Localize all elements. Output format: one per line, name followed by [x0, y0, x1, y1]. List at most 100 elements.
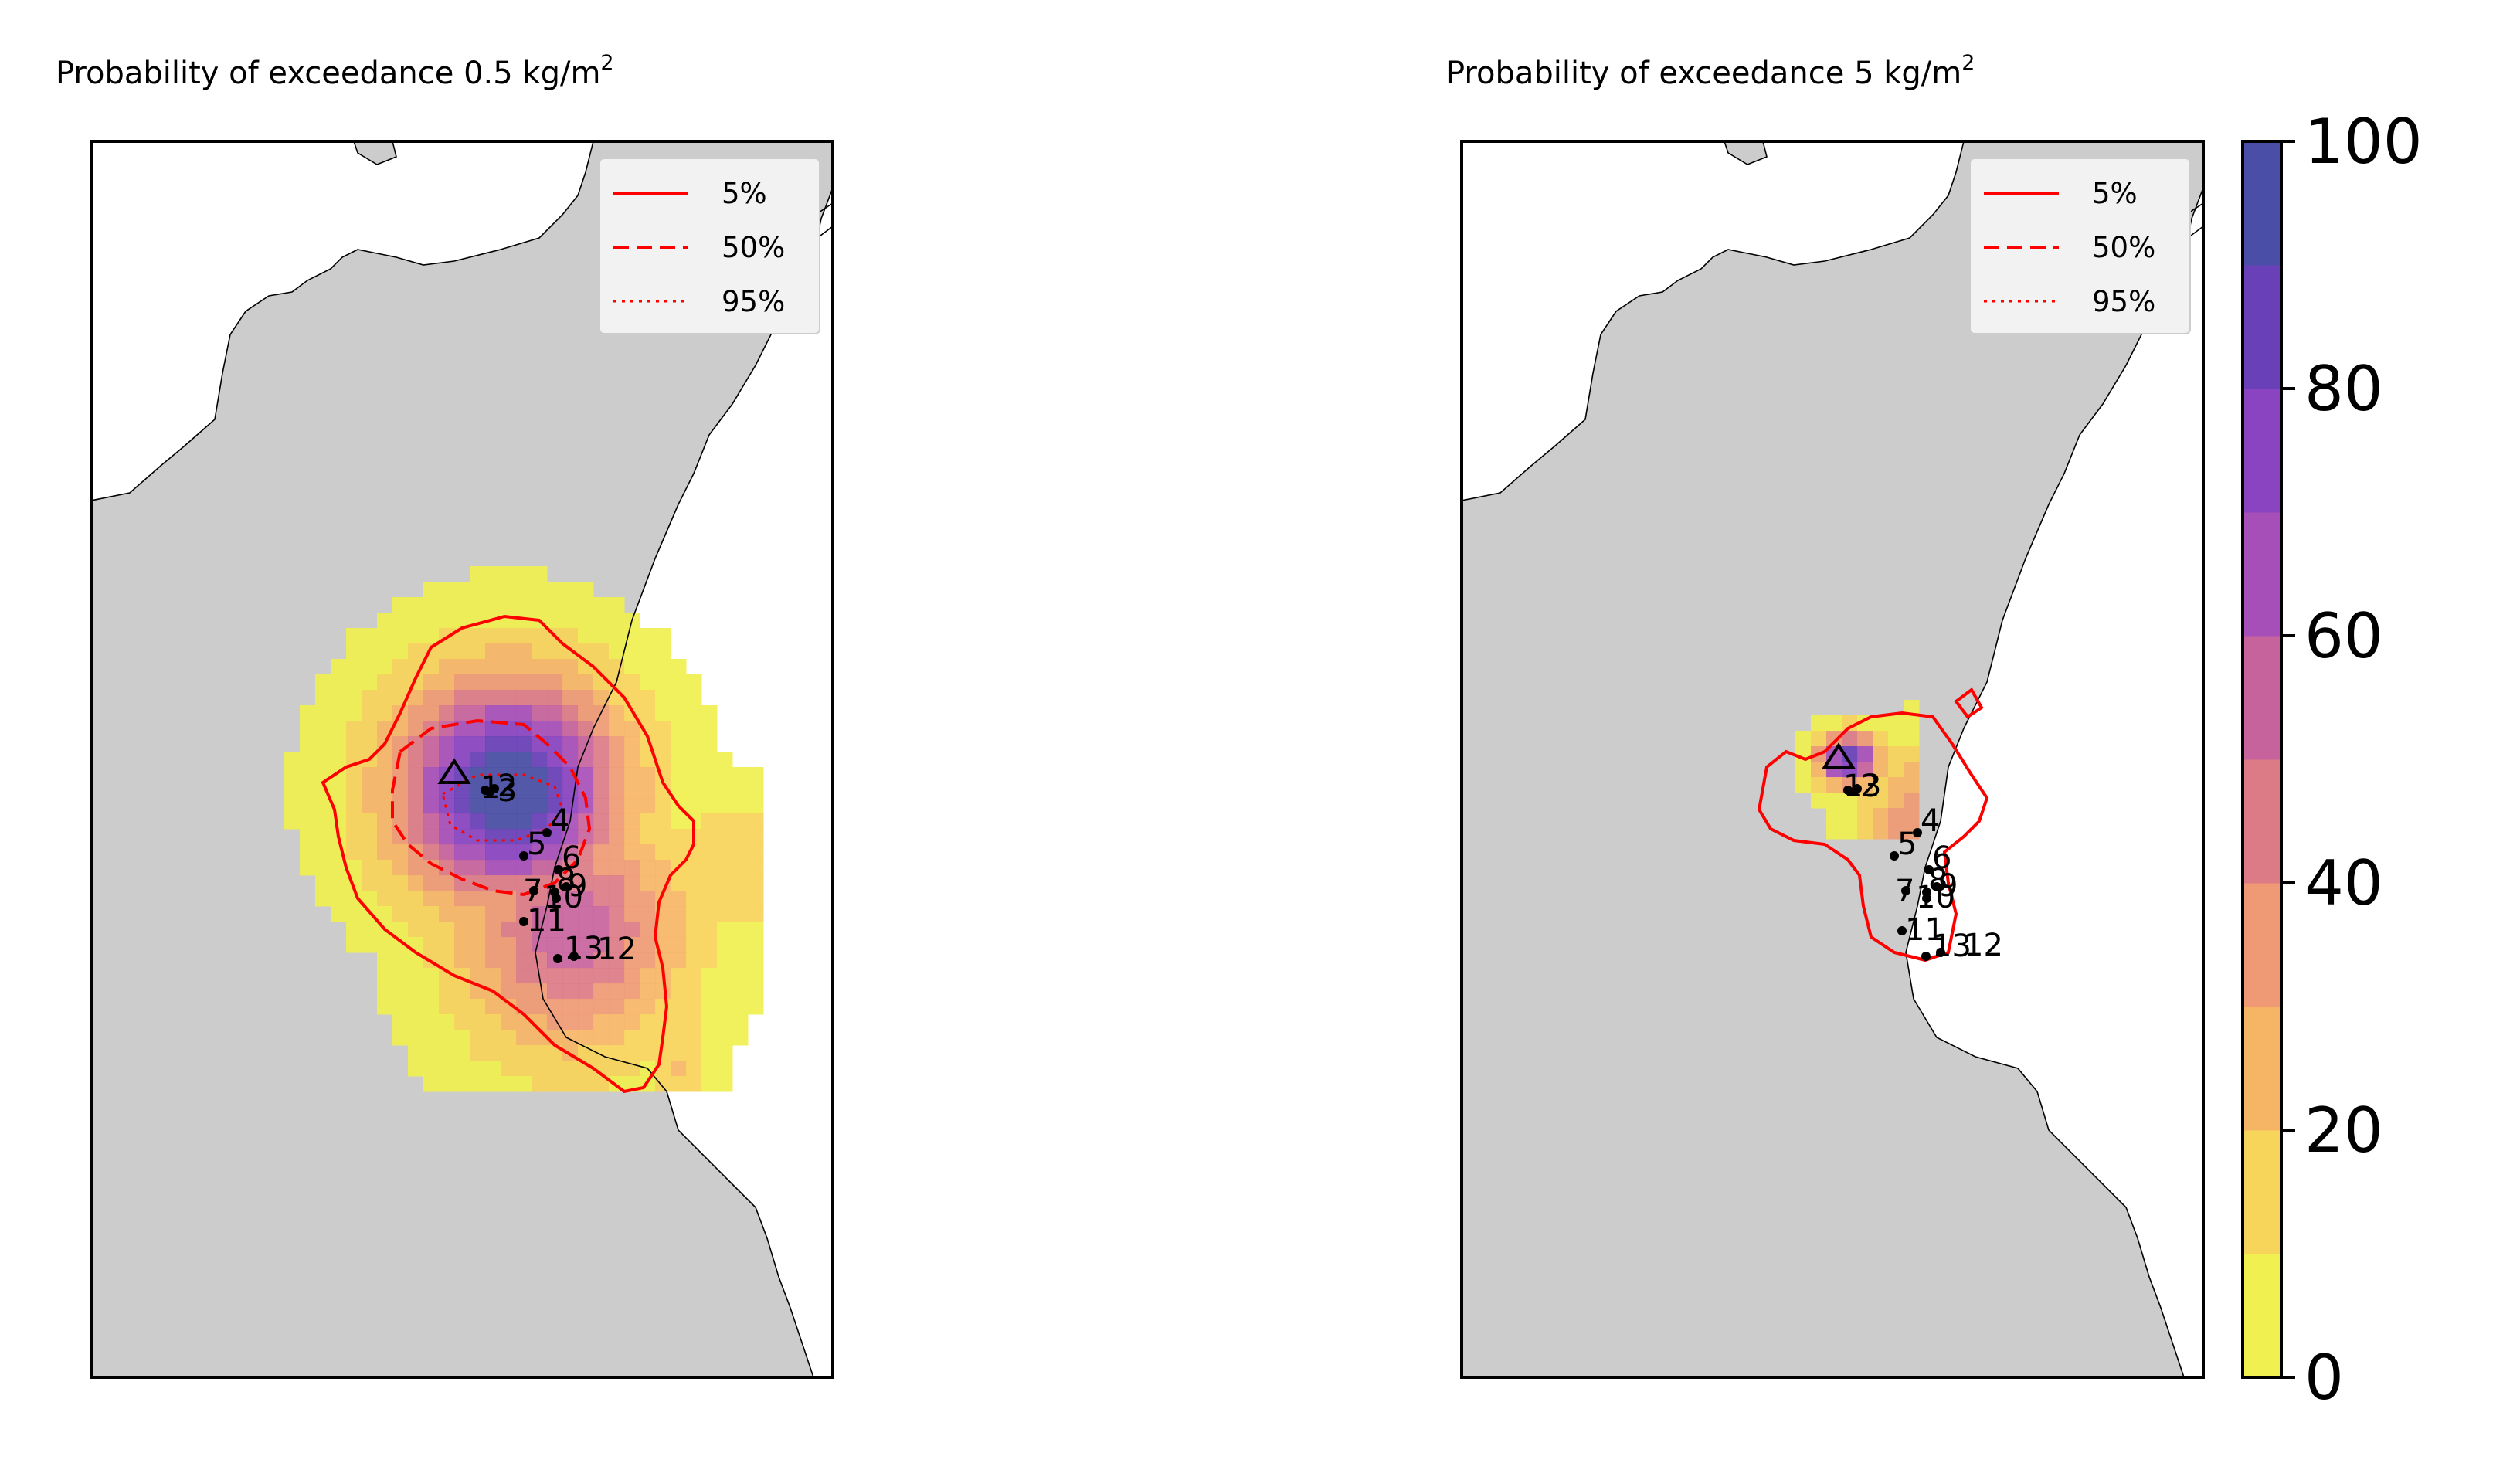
probability-cell — [624, 674, 640, 691]
probability-cell — [655, 752, 671, 768]
probability-cell — [732, 813, 749, 830]
probability-cell — [362, 767, 378, 783]
probability-cell — [1857, 793, 1873, 809]
probability-cell — [609, 752, 625, 768]
probability-cell — [562, 1076, 579, 1092]
probability-cell — [408, 891, 424, 907]
colorbar-band — [2243, 1130, 2281, 1254]
probability-cell — [408, 643, 424, 660]
probability-cell — [748, 891, 764, 907]
probability-cell — [624, 860, 640, 876]
probability-cell — [423, 783, 440, 799]
probability-cell — [439, 1076, 455, 1092]
probability-cell — [516, 829, 532, 845]
probability-cell — [470, 752, 486, 768]
probability-cell — [671, 659, 687, 675]
probability-cell — [686, 952, 702, 969]
probability-cell — [547, 783, 563, 799]
probability-cell — [532, 783, 548, 799]
probability-cell — [701, 721, 718, 737]
probability-cell — [377, 813, 393, 830]
probability-cell — [300, 813, 316, 830]
probability-cell — [423, 628, 440, 644]
probability-cell — [748, 906, 764, 922]
probability-cell — [362, 829, 378, 845]
probability-cell — [501, 891, 517, 907]
probability-cell — [686, 783, 702, 799]
probability-cell — [686, 752, 702, 768]
probability-cell — [516, 597, 532, 613]
probability-cell — [671, 906, 687, 922]
probability-cell — [1873, 746, 1889, 762]
probability-cell — [640, 752, 656, 768]
probability-cell — [1873, 715, 1889, 732]
probability-cell — [439, 1045, 455, 1061]
probability-cell — [532, 1076, 548, 1092]
probability-cell — [362, 705, 378, 721]
probability-cell — [331, 783, 347, 799]
probability-cell — [593, 999, 610, 1015]
probability-cell — [315, 875, 331, 891]
probability-cell — [377, 659, 393, 675]
probability-cell — [392, 968, 409, 984]
probability-cell — [701, 1045, 718, 1061]
probability-cell — [392, 952, 409, 969]
probability-cell — [593, 1030, 610, 1046]
probability-cell — [593, 597, 610, 613]
probability-cell — [439, 906, 455, 922]
probability-cell — [377, 752, 393, 768]
probability-cell — [624, 1014, 640, 1030]
probability-cell — [562, 628, 579, 644]
probability-cell — [346, 891, 362, 907]
probability-cell — [732, 983, 749, 1000]
probability-cell — [392, 628, 409, 644]
probability-cell — [300, 736, 316, 752]
probability-cell — [640, 875, 656, 891]
probability-cell — [717, 922, 733, 938]
probability-cell — [454, 813, 470, 830]
probability-cell — [1811, 731, 1827, 747]
probability-cell — [423, 999, 440, 1015]
probability-cell — [501, 906, 517, 922]
probability-cell — [655, 860, 671, 876]
probability-cell — [701, 736, 718, 752]
site-label: 2 — [498, 769, 517, 804]
probability-cell — [454, 690, 470, 706]
probability-cell — [408, 968, 424, 984]
probability-cell — [1857, 762, 1873, 778]
probability-cell — [562, 906, 579, 922]
probability-cell — [547, 767, 563, 783]
probability-cell — [485, 659, 501, 675]
probability-cell — [454, 705, 470, 721]
probability-cell — [470, 891, 486, 907]
probability-cell — [732, 937, 749, 953]
probability-cell — [470, 705, 486, 721]
probability-cell — [640, 983, 656, 1000]
probability-cell — [532, 860, 548, 876]
probability-cell — [671, 891, 687, 907]
probability-cell — [1826, 823, 1842, 840]
probability-cell — [562, 767, 579, 783]
site-label: 5 — [527, 827, 546, 862]
probability-cell — [1888, 823, 1904, 840]
left-title-sup: 2 — [600, 51, 614, 75]
probability-cell — [578, 1076, 594, 1092]
probability-cell — [748, 999, 764, 1015]
probability-cell — [485, 875, 501, 891]
probability-cell — [331, 736, 347, 752]
probability-cell — [501, 1076, 517, 1092]
probability-cell — [1904, 793, 1920, 809]
probability-cell — [1904, 808, 1920, 824]
probability-cell — [516, 999, 532, 1015]
probability-cell — [346, 721, 362, 737]
probability-cell — [1873, 762, 1889, 778]
probability-cell — [701, 952, 718, 969]
probability-cell — [470, 643, 486, 660]
probability-cell — [331, 752, 347, 768]
probability-cell — [686, 705, 702, 721]
left-contour-5pct — [321, 614, 695, 1094]
probability-cell — [454, 891, 470, 907]
site-label: 11 — [1905, 912, 1944, 948]
probability-cell — [547, 705, 563, 721]
